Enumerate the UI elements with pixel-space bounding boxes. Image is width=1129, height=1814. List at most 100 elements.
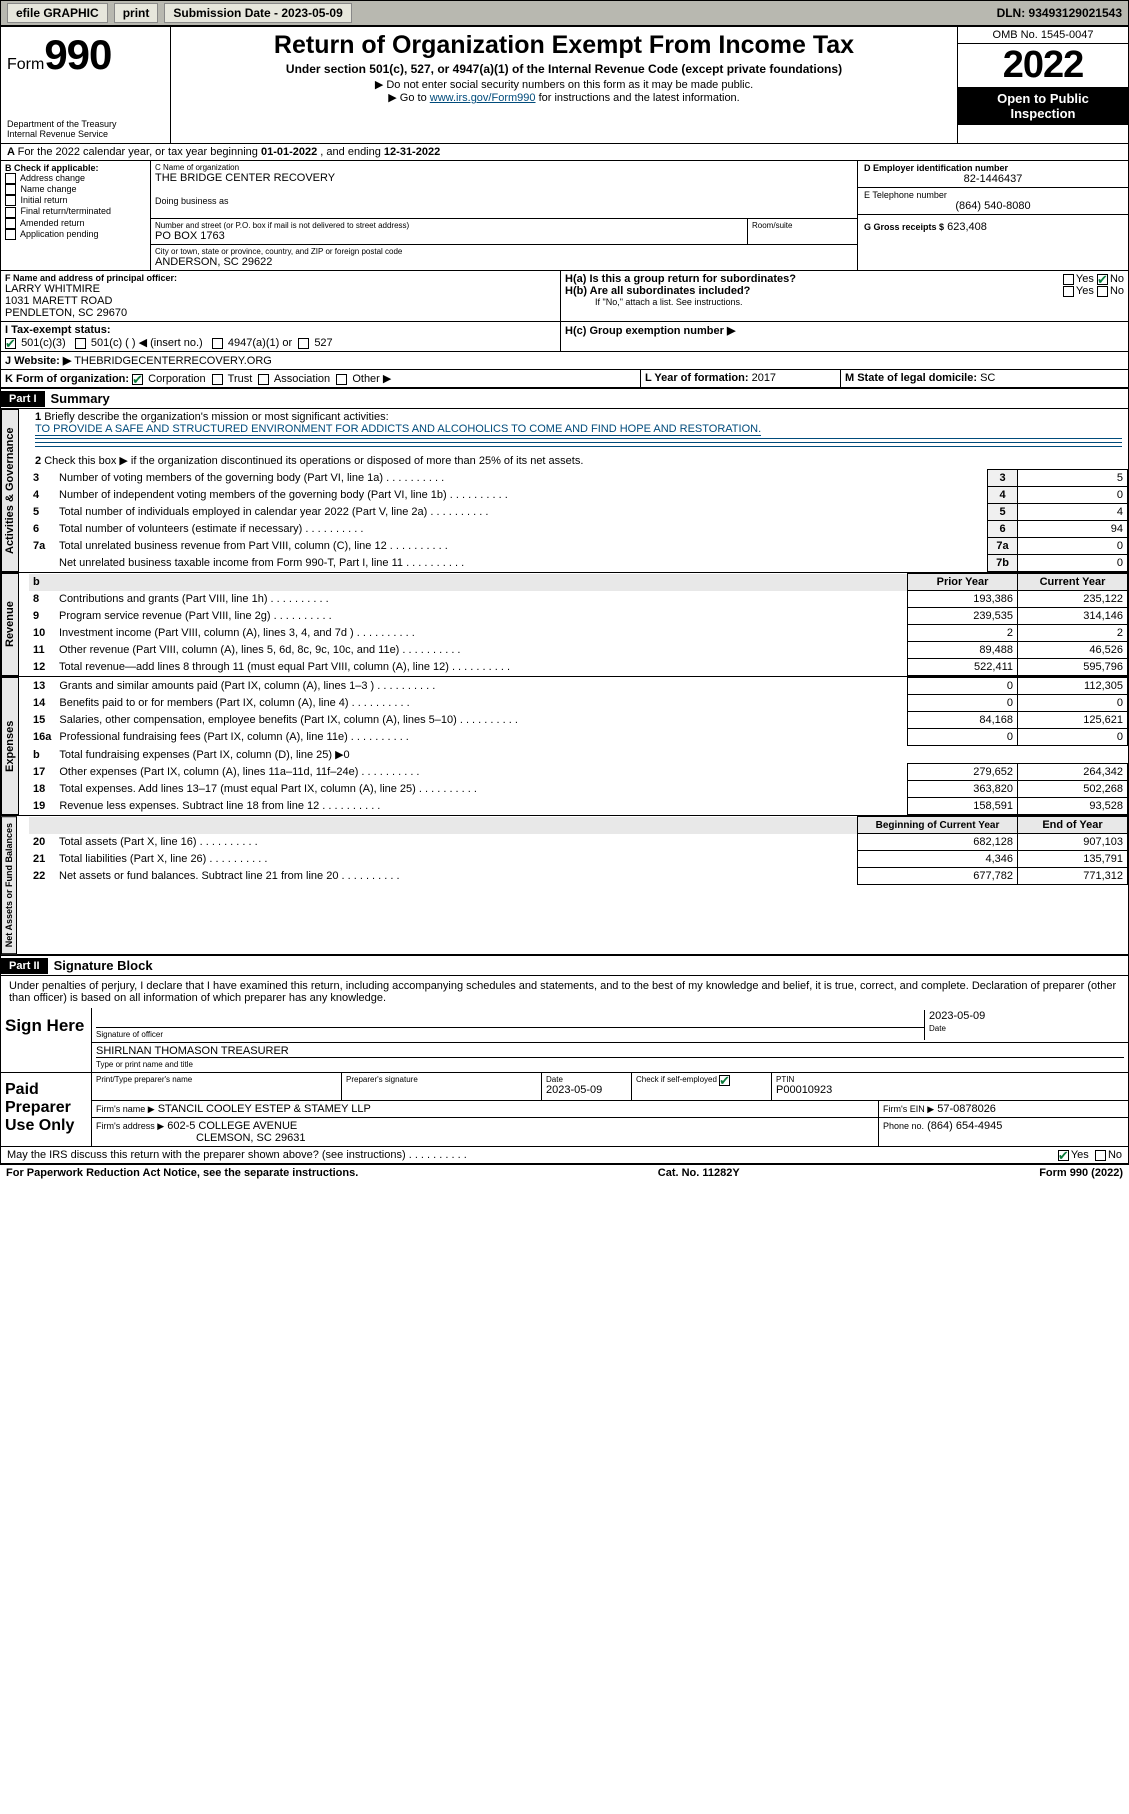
box-ha: H(a) Is this a group return for subordin… (565, 273, 1124, 285)
boxb-opt-5[interactable] (5, 229, 16, 240)
firm-phone-label: Phone no. (883, 1121, 924, 1131)
pp-ptin-label: PTIN (776, 1075, 1124, 1084)
box-g-label: G Gross receipts $ (864, 222, 944, 232)
hb-note: If "No," attach a list. See instructions… (565, 297, 1124, 307)
ha-no[interactable] (1097, 274, 1108, 285)
line-7a-val: 0 (1018, 538, 1128, 555)
paid-preparer-label: Paid Preparer Use Only (1, 1073, 91, 1146)
line-5-val: 4 (1018, 504, 1128, 521)
boxb-opt-2[interactable] (5, 195, 16, 206)
efile-label: efile GRAPHIC (7, 3, 108, 23)
boxb-opt-1[interactable] (5, 184, 16, 195)
box-d-label: D Employer identification number (864, 163, 1122, 173)
k-assoc[interactable] (258, 374, 269, 385)
row-22-curr: 771,312 (1018, 868, 1128, 885)
line-4-num: 4 (988, 487, 1018, 504)
sign-here-label: Sign Here (1, 1008, 91, 1072)
form-title: Return of Organization Exempt From Incom… (179, 31, 949, 60)
irs-link[interactable]: www.irs.gov/Form990 (430, 92, 536, 104)
part2-title: Signature Block (48, 956, 159, 975)
line-3-val: 5 (1018, 470, 1128, 487)
footer-form: Form 990 (2022) (1039, 1167, 1123, 1179)
part1-header: Part I (1, 391, 45, 407)
street-label: Number and street (or P.O. box if mail i… (155, 221, 743, 230)
line-7b-num: 7b (988, 555, 1018, 572)
hb-no[interactable] (1097, 286, 1108, 297)
row-13-prior: 0 (908, 678, 1018, 695)
box-f-label: F Name and address of principal officer: (5, 273, 556, 283)
boxb-opt-3[interactable] (5, 207, 16, 218)
k-other[interactable] (336, 374, 347, 385)
row-12-prior: 522,411 (908, 659, 1018, 676)
dln-label: DLN: 93493129021543 (997, 6, 1122, 20)
subtitle-2: ▶ Do not enter social security numbers o… (179, 78, 949, 91)
declaration-text: Under penalties of perjury, I declare th… (1, 976, 1128, 1008)
firm-ein-label: Firm's EIN ▶ (883, 1104, 934, 1114)
org-name: THE BRIDGE CENTER RECOVERY (155, 172, 853, 184)
efile-topbar: efile GRAPHIC print Submission Date - 20… (0, 0, 1129, 26)
line-4-val: 0 (1018, 487, 1128, 504)
discuss-yes[interactable] (1058, 1150, 1069, 1161)
row-18-prior: 363,820 (908, 781, 1018, 798)
row-10-prior: 2 (908, 625, 1018, 642)
sig-date-value: 2023-05-09 (929, 1010, 1124, 1022)
dba-label: Doing business as (155, 196, 853, 206)
submission-date: Submission Date - 2023-05-09 (164, 3, 351, 23)
ein-value: 82-1446437 (864, 173, 1122, 185)
line-3-num: 3 (988, 470, 1018, 487)
sig-name-value: SHIRLNAN THOMASON TREASURER (96, 1045, 1124, 1058)
room-label: Room/suite (752, 221, 853, 230)
pp-date-label: Date (546, 1075, 627, 1084)
i-501c3[interactable] (5, 338, 16, 349)
row-19-curr: 93,528 (1018, 798, 1128, 815)
line-5-num: 5 (988, 504, 1018, 521)
print-button[interactable]: print (114, 3, 159, 23)
row-13-curr: 112,305 (1018, 678, 1128, 695)
row-11-prior: 89,488 (908, 642, 1018, 659)
current-year-hdr: Current Year (1018, 574, 1128, 591)
row-20-curr: 907,103 (1018, 834, 1128, 851)
officer-name: LARRY WHITMIRE (5, 283, 556, 295)
tax-period-line: A For the 2022 calendar year, or tax yea… (1, 144, 1128, 161)
state-domicile: SC (980, 372, 995, 384)
i-527[interactable] (298, 338, 309, 349)
city-label: City or town, state or province, country… (155, 247, 853, 256)
hb-yes[interactable] (1063, 286, 1074, 297)
org-street: PO BOX 1763 (155, 230, 743, 242)
k-corp[interactable] (132, 374, 143, 385)
pp-date-value: 2023-05-09 (546, 1084, 627, 1096)
year-formation: 2017 (752, 372, 776, 384)
boxb-opt-4[interactable] (5, 218, 16, 229)
phone-value: (864) 540-8080 (864, 200, 1122, 212)
begin-year-hdr: Beginning of Current Year (858, 817, 1018, 834)
vtab-revenue: Revenue (1, 573, 19, 676)
firm-addr1-value: 602-5 COLLEGE AVENUE (167, 1120, 297, 1132)
line-7b-val: 0 (1018, 555, 1128, 572)
discuss-no[interactable] (1095, 1150, 1106, 1161)
omb-number: OMB No. 1545-0047 (958, 27, 1128, 44)
sig-officer-label: Signature of officer (96, 1030, 163, 1039)
row-18-curr: 502,268 (1018, 781, 1128, 798)
k-trust[interactable] (212, 374, 223, 385)
firm-addr-label: Firm's address ▶ (96, 1121, 164, 1131)
ha-yes[interactable] (1063, 274, 1074, 285)
firm-addr2-value: CLEMSON, SC 29631 (96, 1132, 305, 1144)
end-year-hdr: End of Year (1018, 817, 1128, 834)
firm-name-label: Firm's name ▶ (96, 1104, 155, 1114)
row-19-prior: 158,591 (908, 798, 1018, 815)
box-hc: H(c) Group exemption number ▶ (565, 325, 735, 337)
box-b-label: B Check if applicable: (5, 163, 146, 173)
row-9-curr: 314,146 (1018, 608, 1128, 625)
pp-self-employed[interactable] (719, 1075, 730, 1086)
row-14-curr: 0 (1018, 695, 1128, 712)
boxb-opt-0[interactable] (5, 173, 16, 184)
box-j-label: J Website: ▶ (5, 355, 71, 367)
i-4947[interactable] (212, 338, 223, 349)
vtab-expenses: Expenses (1, 677, 19, 815)
form-label: Form990 (7, 31, 164, 79)
tax-year: 2022 (958, 44, 1128, 87)
i-501c[interactable] (75, 338, 86, 349)
row-8-prior: 193,386 (908, 591, 1018, 608)
line-7a-num: 7a (988, 538, 1018, 555)
sig-name-label: Type or print name and title (96, 1060, 193, 1069)
